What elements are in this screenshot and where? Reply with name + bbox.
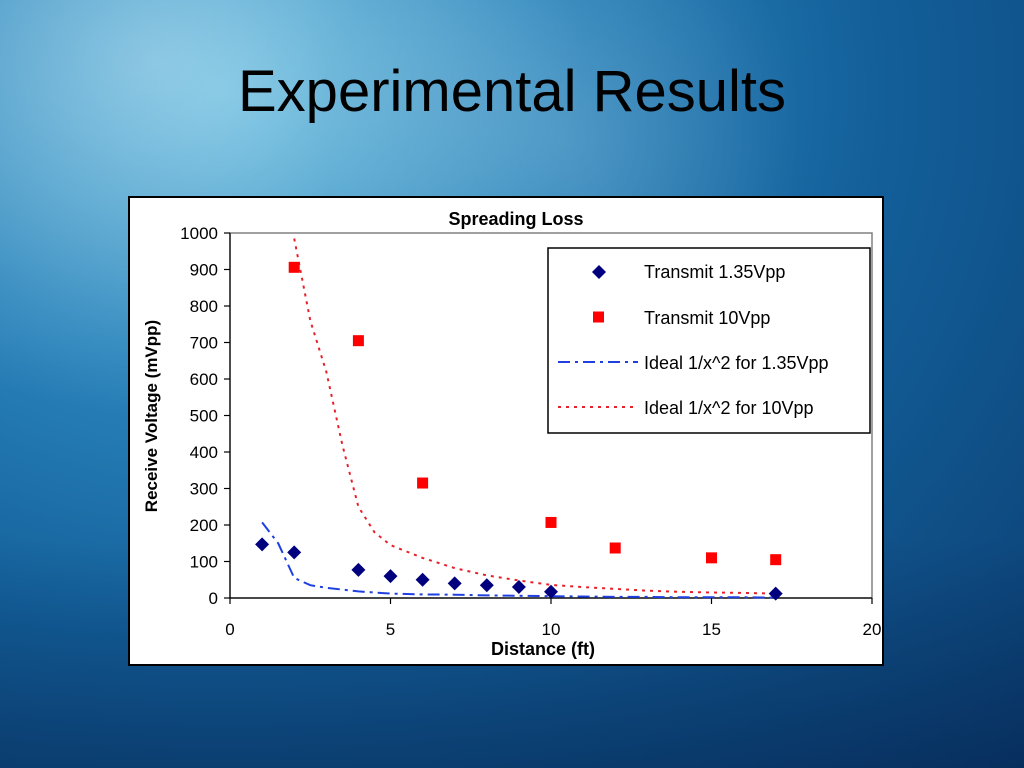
y-tick-label: 900	[190, 261, 218, 280]
y-tick-label: 100	[190, 553, 218, 572]
data-point-square	[417, 477, 429, 489]
y-tick-label: 300	[190, 480, 218, 499]
data-point-diamond	[415, 572, 430, 587]
y-tick-label: 700	[190, 334, 218, 353]
data-point-square	[545, 516, 557, 528]
legend-keys	[558, 265, 638, 408]
data-point-diamond	[383, 569, 398, 584]
legend-label-1: Transmit 1.35Vpp	[644, 262, 785, 282]
y-tick-label: 500	[190, 407, 218, 426]
data-point-diamond	[447, 576, 462, 591]
legend-key-diamond	[592, 265, 606, 279]
series-layer	[255, 238, 783, 601]
chart-panel: Spreading Loss 0 100 200 300 400 500 600 700 800…	[128, 196, 884, 666]
data-point-diamond	[351, 562, 366, 577]
data-point-diamond	[768, 586, 783, 601]
x-tick-label: 0	[225, 620, 234, 639]
legend-box	[547, 247, 871, 434]
y-axis: 0 100 200 300 400 500 600 700 800 900 1000	[180, 224, 231, 608]
spreading-loss-chart: Spreading Loss 0100200300400500600700800…	[142, 209, 882, 659]
data-point-diamond	[479, 578, 494, 593]
y-tick-label: 1000	[180, 224, 218, 243]
y-tick-label: 200	[190, 516, 218, 535]
y-tick-label: 0	[209, 589, 218, 608]
x-tick-label: 10	[542, 620, 561, 639]
y-tick-label: 600	[190, 370, 218, 389]
series-line-3	[261, 521, 776, 599]
y-axis-label: Receive Voltage (mVpp)	[142, 320, 161, 512]
chart-title: Spreading Loss	[448, 209, 583, 229]
data-point-square	[770, 554, 782, 566]
data-point-square	[352, 335, 364, 347]
slide-title: Experimental Results	[238, 59, 786, 124]
legend-key-square	[593, 311, 604, 323]
data-point-square	[288, 261, 300, 273]
y-tick-label: 800	[190, 297, 218, 316]
legend: Transmit 1.35Vpp Transmit 10Vpp Ideal 1/…	[547, 247, 871, 434]
legend-label-2: Transmit 10Vpp	[644, 308, 770, 328]
y-tick-label: 400	[190, 443, 218, 462]
data-point-diamond	[511, 580, 526, 595]
x-axis-label: Distance (ft)	[491, 639, 595, 659]
x-tick-label: 5	[386, 620, 395, 639]
data-point-diamond	[544, 584, 558, 599]
data-point-square	[609, 542, 621, 554]
legend-label-4: Ideal 1/x^2 for 10Vpp	[644, 398, 814, 418]
x-tick-label: 15	[702, 620, 721, 639]
data-point-diamond	[287, 545, 302, 560]
data-point-diamond	[255, 537, 270, 552]
x-axis: 0 5 10 15 20	[225, 597, 882, 639]
data-point-square	[706, 552, 717, 564]
legend-label-3: Ideal 1/x^2 for 1.35Vpp	[644, 353, 829, 373]
x-tick-label: 20	[863, 620, 882, 639]
